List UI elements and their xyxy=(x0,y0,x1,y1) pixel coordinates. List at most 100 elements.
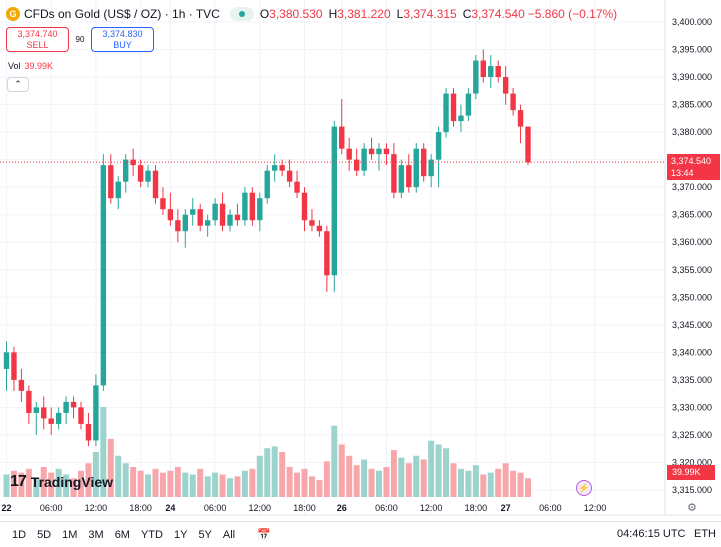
candle-body xyxy=(324,231,330,276)
symbol-title[interactable]: CFDs on Gold (US$ / OZ) · 1h · TVC xyxy=(24,7,220,21)
volume-bar xyxy=(167,470,174,497)
ohlc-low-label: L xyxy=(396,7,404,21)
volume-bar xyxy=(219,474,226,497)
volume-bar xyxy=(204,476,211,497)
candle-body xyxy=(435,132,442,160)
volume-bar xyxy=(70,478,77,497)
candle-body xyxy=(85,423,92,441)
volume-bar xyxy=(294,472,301,497)
volume-bar xyxy=(480,474,487,497)
collapse-legend-button[interactable]: ⌃ xyxy=(7,77,29,92)
last-price: 3,374.540 xyxy=(671,156,712,166)
time-tick-label: 12:00 xyxy=(584,503,607,513)
candle-body xyxy=(383,148,390,155)
volume-bar xyxy=(256,455,263,497)
candle-body xyxy=(428,159,434,177)
candle-body xyxy=(443,93,449,133)
candle-body xyxy=(473,60,479,94)
range-ytd[interactable]: YTD xyxy=(140,528,163,541)
candle-body xyxy=(413,148,419,188)
volume-bar xyxy=(361,459,368,497)
sell-button[interactable]: 3,374.740 SELL xyxy=(6,27,69,52)
candle-body xyxy=(167,209,174,221)
volume-bar xyxy=(234,476,241,497)
volume-bar xyxy=(368,468,375,497)
volume-bar xyxy=(457,468,464,497)
volume-bar xyxy=(85,463,92,497)
buy-button[interactable]: 3,374.830 BUY xyxy=(91,27,154,52)
candle-body xyxy=(525,126,531,163)
market-status-icon[interactable] xyxy=(229,7,254,21)
range-1m[interactable]: 1M xyxy=(62,528,78,541)
volume-bar xyxy=(189,474,196,497)
volume-bar xyxy=(472,465,479,497)
candle-body xyxy=(130,159,136,166)
candle-body xyxy=(175,220,181,232)
ohlc-high-label: H xyxy=(328,7,338,21)
candle-body xyxy=(3,352,10,369)
gear-icon[interactable]: ⚙ xyxy=(687,502,697,514)
bottom-toolbar: 1D 5D 1M 3M 6M YTD 1Y 5Y All 📅 04:46:15 … xyxy=(0,521,721,547)
sell-label: SELL xyxy=(26,39,49,50)
price-tick-label: 3,365.000 xyxy=(672,210,712,220)
range-5y[interactable]: 5Y xyxy=(198,528,212,541)
candle-body xyxy=(78,407,84,424)
volume-bar xyxy=(383,467,390,497)
range-3m[interactable]: 3M xyxy=(88,528,104,541)
range-1d[interactable]: 1D xyxy=(12,528,27,541)
time-tick-label: 18:00 xyxy=(129,503,152,513)
price-tick-label: 3,320.000 xyxy=(672,457,712,467)
range-5d[interactable]: 5D xyxy=(37,528,52,541)
volume-bar xyxy=(55,468,62,497)
candle-body xyxy=(294,181,300,193)
candle-body xyxy=(18,379,25,391)
candle-body xyxy=(219,203,226,226)
volume-legend[interactable]: Vol 39.99K xyxy=(8,61,53,71)
volume-bar xyxy=(331,425,338,497)
tradingview-logo[interactable]: 17 TradingView xyxy=(10,473,113,491)
ohlc-low-value: 3,374.315 xyxy=(403,7,457,21)
candle-body xyxy=(368,148,375,155)
candle-body xyxy=(108,165,114,199)
time-tick-label: 22 xyxy=(1,503,11,513)
buy-price: 3,374.830 xyxy=(102,28,143,39)
price-tick-label: 3,400.000 xyxy=(672,17,712,27)
volume-bar xyxy=(495,468,502,497)
volume-bar xyxy=(353,465,360,497)
candle-body xyxy=(70,401,77,408)
candle-body xyxy=(264,170,270,199)
volume-bar xyxy=(145,474,152,497)
volume-bar xyxy=(18,472,25,497)
candle-body xyxy=(488,66,494,78)
candle-body xyxy=(510,93,516,111)
range-all[interactable]: All xyxy=(222,528,236,541)
volume-bar xyxy=(279,452,286,497)
volume-bar xyxy=(323,461,330,497)
range-1y[interactable]: 1Y xyxy=(173,528,188,541)
candle-body xyxy=(376,148,382,155)
range-6m[interactable]: 6M xyxy=(114,528,130,541)
volume-bar xyxy=(197,468,204,497)
ohlc-open-value: 3,380.530 xyxy=(269,7,323,21)
candle-body xyxy=(63,401,69,413)
volume-bar xyxy=(525,478,531,497)
calendar-icon[interactable]: 📅 xyxy=(257,529,271,541)
candle-body xyxy=(55,412,62,424)
volume-bar xyxy=(264,448,271,497)
candle-body xyxy=(361,148,367,171)
lightning-icon[interactable]: ⚡ xyxy=(576,480,592,496)
volume-bar xyxy=(517,472,524,497)
session-toggle[interactable]: ETH xyxy=(694,528,716,540)
last-price-tag: 3,374.540 13:44 xyxy=(667,154,720,180)
symbol-header: G CFDs on Gold (US$ / OZ) · 1h · TVC O 3,… xyxy=(6,7,617,21)
candle-body xyxy=(458,115,464,122)
candle-body xyxy=(391,154,397,193)
price-tick-label: 3,350.000 xyxy=(672,292,712,302)
volume-bar xyxy=(33,478,40,497)
utc-clock[interactable]: 04:46:15 UTC xyxy=(617,528,686,540)
price-tick-label: 3,325.000 xyxy=(672,430,712,440)
price-tick-label: 3,390.000 xyxy=(672,72,712,82)
price-tick-label: 3,330.000 xyxy=(672,402,712,412)
